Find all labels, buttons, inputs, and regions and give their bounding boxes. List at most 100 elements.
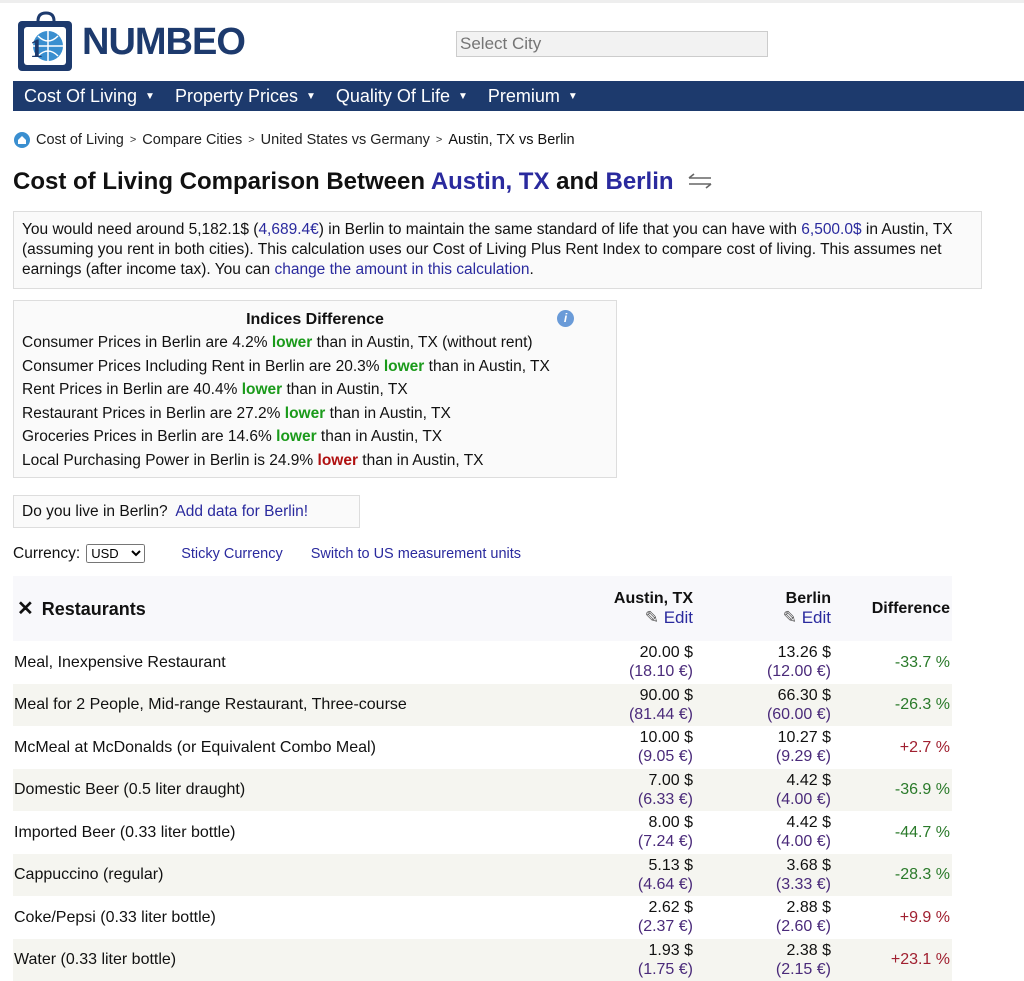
numbeo-logo[interactable]: 1 NUMBEO xyxy=(16,11,245,73)
city2-link[interactable]: Berlin xyxy=(606,168,674,195)
item-name: Meal for 2 People, Mid-range Restaurant,… xyxy=(13,684,553,727)
page-title: Cost of Living Comparison Between Austin… xyxy=(13,168,714,196)
breadcrumb-link[interactable]: Cost of Living xyxy=(36,132,124,148)
price-usd: 1.93 $ xyxy=(553,941,693,960)
price-usd: 8.00 $ xyxy=(553,813,693,832)
index-direction: lower xyxy=(285,405,325,422)
city2-price: 4.42 $(4.00 €) xyxy=(693,811,831,854)
price-eur: (2.60 €) xyxy=(693,917,831,936)
index-text: than in Austin, TX xyxy=(282,381,408,398)
city1-price: 90.00 $(81.44 €) xyxy=(553,684,693,727)
table-row: Meal for 2 People, Mid-range Restaurant,… xyxy=(13,684,952,727)
city2-price: 66.30 $(60.00 €) xyxy=(693,684,831,727)
currency-select[interactable]: USD xyxy=(86,544,145,563)
summary-box: You would need around 5,182.1$ (4,689.4€… xyxy=(13,211,982,289)
summary-text: You would need around 5,182.1$ ( xyxy=(22,221,258,238)
price-eur: (1.75 €) xyxy=(553,960,693,979)
city1-price: 7.00 $(6.33 €) xyxy=(553,769,693,812)
price-eur: (4.64 €) xyxy=(553,875,693,894)
table-header: ✕Restaurants Austin, TX✎ Edit Berlin✎ Ed… xyxy=(13,576,952,641)
nav-property-prices[interactable]: Property Prices▼ xyxy=(175,86,316,107)
nav-premium[interactable]: Premium▼ xyxy=(488,86,578,107)
index-row: Restaurant Prices in Berlin are 27.2% lo… xyxy=(22,402,608,426)
index-text: than in Austin, TX xyxy=(325,405,451,422)
city2-price: 3.68 $(3.33 €) xyxy=(693,854,831,897)
section-header: ✕ Restaurants xyxy=(13,576,553,641)
add-data-link[interactable]: Add data for Berlin! xyxy=(175,503,308,520)
title-text: Cost of Living Comparison Between xyxy=(13,168,431,195)
table-row: McMeal at McDonalds (or Equivalent Combo… xyxy=(13,726,952,769)
city2-price: 4.42 $(4.00 €) xyxy=(693,769,831,812)
city2-price: 10.27 $(9.29 €) xyxy=(693,726,831,769)
price-usd: 2.88 $ xyxy=(693,898,831,917)
index-direction: lower xyxy=(318,452,358,469)
difference-value: +2.7 % xyxy=(831,726,952,769)
table-row: Cappuccino (regular) 5.13 $(4.64 €) 3.68… xyxy=(13,854,952,897)
select-city-input[interactable] xyxy=(456,31,768,57)
pencil-icon: ✎ xyxy=(645,608,659,627)
city2-price: 2.38 $(2.15 €) xyxy=(693,939,831,981)
price-usd: 10.27 $ xyxy=(693,728,831,747)
price-eur: (3.33 €) xyxy=(693,875,831,894)
edit-city1-button[interactable]: ✎ Edit xyxy=(553,608,693,628)
col-city1-label: Austin, TX xyxy=(553,590,693,608)
nav-quality-of-life[interactable]: Quality Of Life▼ xyxy=(336,86,468,107)
info-icon[interactable]: i xyxy=(557,310,574,327)
switch-units-link[interactable]: Switch to US measurement units xyxy=(311,546,521,562)
swap-cities-icon[interactable] xyxy=(686,171,714,191)
indices-title: Indices Difference xyxy=(22,309,608,331)
price-eur: (6.33 €) xyxy=(553,790,693,809)
city1-price: 5.13 $(4.64 €) xyxy=(553,854,693,897)
table-row: Coke/Pepsi (0.33 liter bottle) 2.62 $(2.… xyxy=(13,896,952,939)
home-icon[interactable] xyxy=(14,132,30,148)
breadcrumb-link[interactable]: Compare Cities xyxy=(142,132,242,148)
change-amount-link[interactable]: change the amount in this calculation xyxy=(274,261,529,278)
breadcrumb-separator: > xyxy=(248,134,254,146)
difference-value: -28.3 % xyxy=(831,854,952,897)
index-text: than in Austin, TX xyxy=(317,428,443,445)
item-name: Meal, Inexpensive Restaurant xyxy=(13,641,553,684)
city2-price: 2.88 $(2.60 €) xyxy=(693,896,831,939)
table-row: Domestic Beer (0.5 liter draught) 7.00 $… xyxy=(13,769,952,812)
section-title: Restaurants xyxy=(42,599,146,619)
difference-value: -44.7 % xyxy=(831,811,952,854)
index-direction: lower xyxy=(384,358,424,375)
index-text: Rent Prices in Berlin are 40.4% xyxy=(22,381,242,398)
price-eur: (2.15 €) xyxy=(693,960,831,979)
pencil-icon: ✎ xyxy=(783,608,797,627)
table-row: Meal, Inexpensive Restaurant 20.00 $(18.… xyxy=(13,641,952,684)
caret-down-icon: ▼ xyxy=(568,91,578,102)
nav-label: Quality Of Life xyxy=(336,86,450,107)
price-eur: (2.37 €) xyxy=(553,917,693,936)
logo-text: NUMBEO xyxy=(82,21,245,64)
price-usd: 10.00 $ xyxy=(553,728,693,747)
price-eur: (60.00 €) xyxy=(693,705,831,724)
caret-down-icon: ▼ xyxy=(306,91,316,102)
price-usd: 4.42 $ xyxy=(693,813,831,832)
nav-cost-of-living[interactable]: Cost Of Living▼ xyxy=(24,86,155,107)
amount-link[interactable]: 6,500.0$ xyxy=(801,221,861,238)
currency-label: Currency: xyxy=(13,545,80,563)
price-usd: 20.00 $ xyxy=(553,643,693,662)
city1-link[interactable]: Austin, TX xyxy=(431,168,550,195)
price-usd: 3.68 $ xyxy=(693,856,831,875)
sticky-currency-link[interactable]: Sticky Currency xyxy=(181,546,283,562)
price-usd: 2.62 $ xyxy=(553,898,693,917)
item-name: McMeal at McDonalds (or Equivalent Combo… xyxy=(13,726,553,769)
difference-value: -36.9 % xyxy=(831,769,952,812)
price-eur: (9.29 €) xyxy=(693,747,831,766)
edit-city2-button[interactable]: ✎ Edit xyxy=(693,608,831,628)
restaurant-utensils-icon: ✕ xyxy=(17,598,34,620)
index-text: Local Purchasing Power in Berlin is 24.9… xyxy=(22,452,318,469)
live-in-city-box: Do you live in Berlin? Add data for Berl… xyxy=(13,495,360,528)
index-text: than in Austin, TX xyxy=(424,358,550,375)
col-city1: Austin, TX✎ Edit xyxy=(553,576,693,641)
price-eur: (12.00 €) xyxy=(693,662,831,681)
price-eur: (81.44 €) xyxy=(553,705,693,724)
breadcrumb-separator: > xyxy=(436,134,442,146)
breadcrumb-link[interactable]: United States vs Germany xyxy=(261,132,430,148)
index-direction: lower xyxy=(276,428,316,445)
index-row: Local Purchasing Power in Berlin is 24.9… xyxy=(22,449,608,473)
difference-value: -26.3 % xyxy=(831,684,952,727)
city1-price: 8.00 $(7.24 €) xyxy=(553,811,693,854)
